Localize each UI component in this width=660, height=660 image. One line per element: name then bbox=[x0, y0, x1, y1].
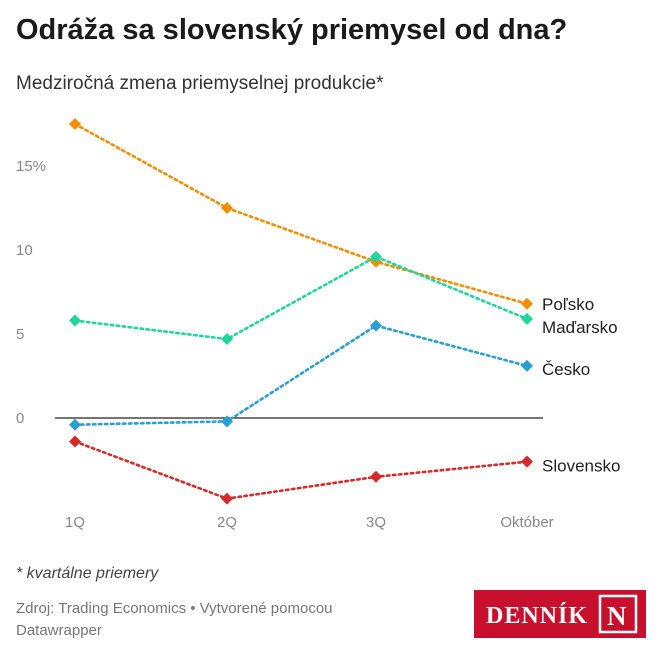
logo-text: DENNÍK bbox=[486, 603, 588, 629]
series-point-2-3 bbox=[521, 359, 533, 372]
series-line-0 bbox=[73, 122, 529, 306]
chart-subtitle: Medziročná zmena priemyselnej produkcie* bbox=[16, 73, 384, 94]
dennik-n-logo: DENNÍK N bbox=[474, 590, 646, 638]
x-tick-label-3: Október bbox=[500, 514, 553, 531]
series-point-0-0 bbox=[69, 118, 81, 130]
y-tick-label-0: 15% bbox=[16, 158, 46, 175]
series-point-0-3 bbox=[521, 297, 533, 310]
series-point-1-1 bbox=[221, 333, 233, 346]
series-point-3-3 bbox=[521, 455, 533, 468]
x-tick-label-0: 1Q bbox=[65, 514, 85, 531]
x-tick-label-2: 3Q bbox=[366, 514, 386, 531]
series-label-1: Maďarsko bbox=[542, 318, 618, 337]
chart-title: Odráža sa slovenský priemysel od dna? bbox=[16, 14, 568, 46]
x-tick-label-1: 2Q bbox=[217, 514, 237, 531]
series-point-0-1 bbox=[221, 202, 233, 214]
y-tick-label-2: 5 bbox=[16, 326, 24, 343]
series-point-3-0 bbox=[69, 435, 81, 448]
series-label-0: Poľsko bbox=[542, 295, 594, 314]
series-line-1 bbox=[73, 255, 529, 341]
logo-letter: N bbox=[607, 601, 627, 631]
series-point-1-3 bbox=[521, 312, 533, 325]
series-point-2-2 bbox=[370, 319, 382, 332]
y-tick-label-1: 10 bbox=[16, 242, 33, 259]
series-point-2-0 bbox=[69, 418, 81, 431]
logo-box bbox=[598, 594, 638, 634]
line-chart: 15% 10 5 0 1Q 2Q 3Q Október Poľsko Maďarsko Česko S… bbox=[16, 118, 620, 531]
series-point-3-2 bbox=[370, 470, 382, 483]
logo-background bbox=[474, 590, 646, 638]
series-point-1-2 bbox=[370, 250, 382, 263]
series-label-2: Česko bbox=[542, 360, 590, 379]
source-credit: Zdroj: Trading Economics • Vytvorené pom… bbox=[16, 600, 333, 639]
series-point-1-0 bbox=[69, 314, 81, 327]
series-line-2 bbox=[73, 324, 529, 427]
series-line-3 bbox=[73, 440, 529, 500]
y-tick-label-3: 0 bbox=[16, 410, 24, 427]
series-point-2-1 bbox=[221, 415, 233, 428]
series-label-3: Slovensko bbox=[542, 457, 620, 476]
series-point-3-1 bbox=[221, 492, 233, 505]
footnote: * kvartálne priemery bbox=[16, 565, 159, 582]
